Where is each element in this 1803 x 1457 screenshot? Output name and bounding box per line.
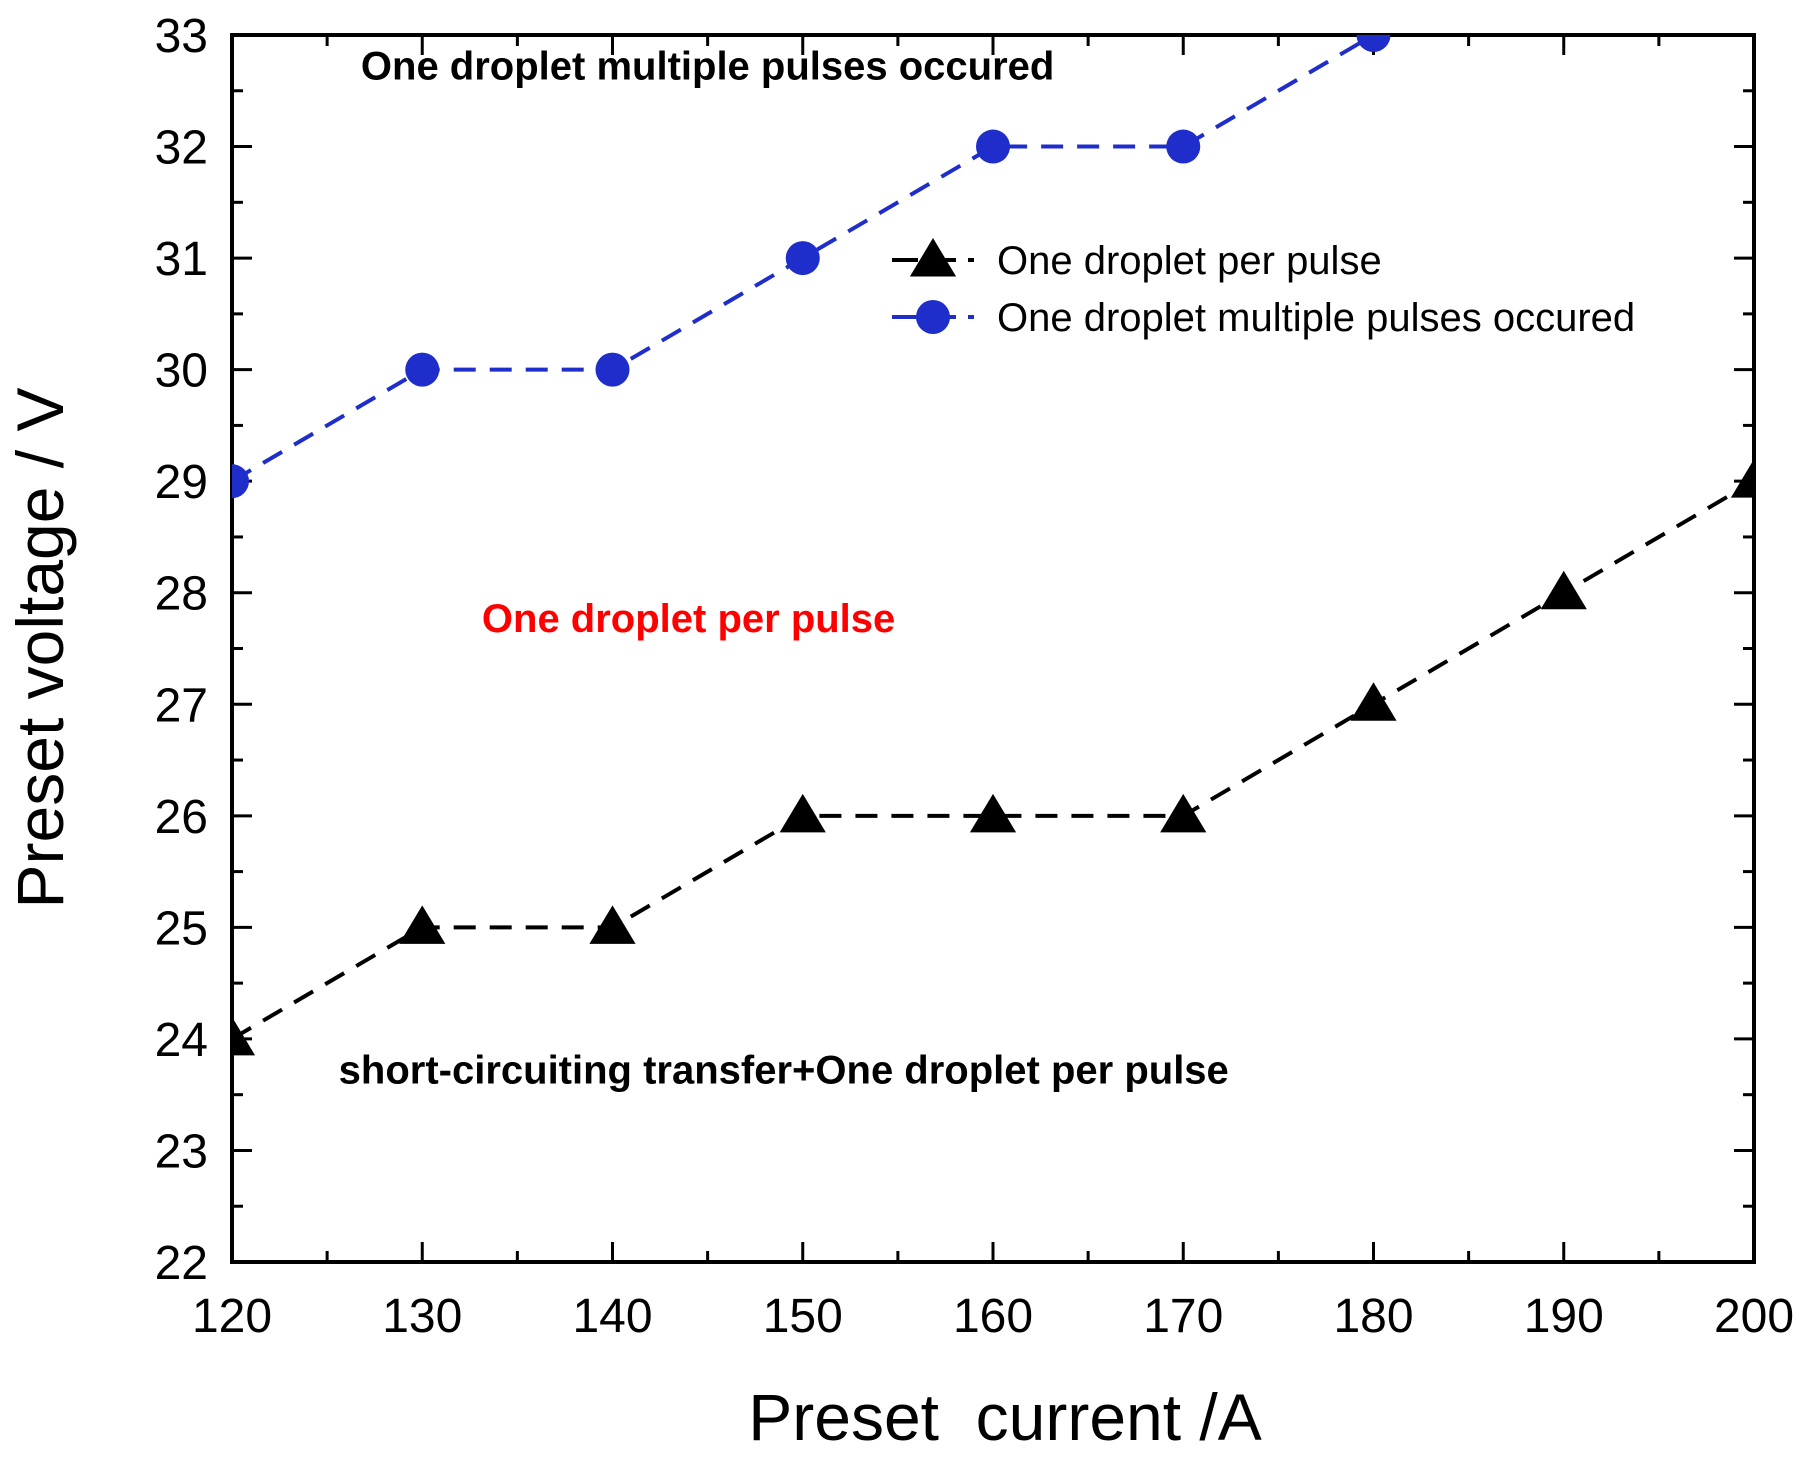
x-tick-label: 120	[192, 1290, 272, 1343]
region-annotation: One droplet per pulse	[482, 597, 895, 641]
y-tick-label: 27	[155, 679, 208, 732]
y-axis-title: Preset voltage / V	[3, 388, 77, 909]
region-annotation: short-circuiting transfer+One droplet pe…	[339, 1049, 1229, 1093]
x-tick-label: 200	[1714, 1290, 1794, 1343]
y-tick-label: 26	[155, 791, 208, 844]
x-axis-title: Preset current /A	[748, 1380, 1262, 1454]
y-tick-label: 33	[155, 10, 208, 63]
y-tick-label: 32	[155, 122, 208, 175]
data-point-triangle	[399, 905, 446, 944]
region-annotation: One droplet multiple pulses occured	[361, 45, 1054, 89]
series-multiple-pulses	[232, 35, 1391, 499]
series-one-droplet-per-pulse	[232, 459, 1754, 1056]
legend: One droplet per pulse One droplet multipl…	[892, 238, 1635, 340]
data-point-triangle	[1350, 682, 1397, 721]
annotation-layer: One droplet multiple pulses occured One d…	[339, 45, 1229, 1093]
legend-label: One droplet per pulse	[997, 239, 1382, 283]
data-point-circle	[785, 241, 820, 276]
x-tick-label: 170	[1143, 1290, 1223, 1343]
y-tick-label: 28	[155, 568, 208, 621]
y-tick-label: 22	[155, 1237, 208, 1290]
data-point-triangle	[232, 1016, 256, 1056]
legend-label: One droplet multiple pulses occured	[997, 296, 1635, 340]
data-point-circle	[595, 352, 630, 387]
data-point-circle	[232, 464, 249, 499]
series-layer	[232, 35, 1754, 1056]
y-tick-label: 23	[155, 1125, 208, 1178]
data-point-triangle	[589, 905, 636, 944]
x-tick-label: 140	[572, 1290, 652, 1343]
data-point-circle	[405, 352, 440, 387]
x-tick-label: 160	[953, 1290, 1033, 1343]
data-point-triangle	[779, 793, 826, 833]
data-point-triangle	[969, 793, 1017, 833]
x-tick-label: 150	[763, 1290, 843, 1343]
axis-ticks	[230, 33, 1756, 1264]
legend-item: One droplet multiple pulses occured	[892, 296, 1635, 340]
legend-item: One droplet per pulse	[892, 238, 1382, 283]
data-point-circle	[1356, 35, 1391, 52]
x-tick-label: 190	[1524, 1290, 1604, 1343]
axis-tick-labels: 120 130 140 150 160 170 180 190 200 22 23 24 25 26 27 2…	[155, 10, 1794, 1343]
legend-marker-circle	[916, 300, 950, 334]
x-tick-label: 180	[1333, 1290, 1413, 1343]
data-point-circle	[1166, 129, 1201, 164]
data-point-triangle	[1730, 459, 1754, 498]
y-tick-label: 31	[155, 233, 208, 286]
y-tick-label: 30	[155, 345, 208, 398]
x-tick-label: 130	[382, 1290, 462, 1343]
data-point-circle	[976, 129, 1010, 164]
y-tick-label: 29	[155, 456, 208, 509]
data-point-triangle	[1160, 793, 1207, 833]
legend-marker-triangle	[909, 238, 957, 277]
data-point-triangle	[1540, 570, 1587, 610]
y-tick-label: 24	[155, 1014, 208, 1067]
y-tick-label: 25	[155, 902, 208, 955]
series-line	[232, 479, 1754, 1041]
